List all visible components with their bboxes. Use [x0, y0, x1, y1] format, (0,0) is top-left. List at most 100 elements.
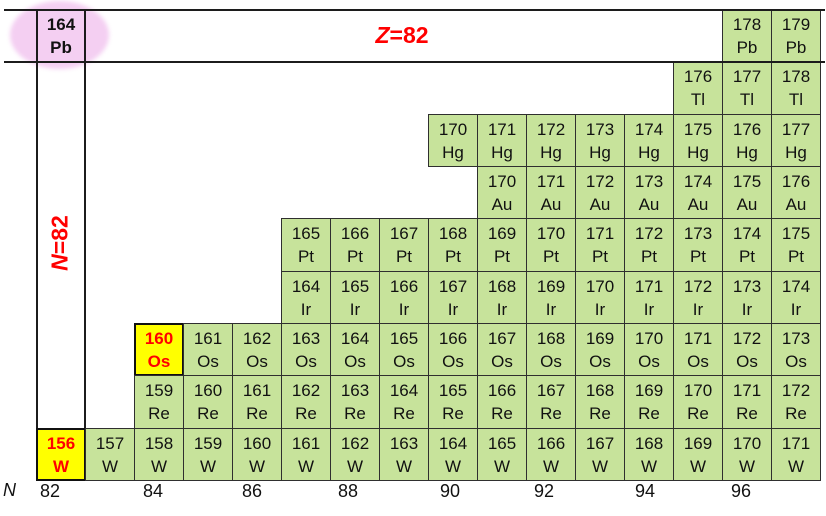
n82-line-right: [84, 9, 86, 428]
mass-number: 168: [438, 224, 468, 243]
isotope-168-re: 168 Re: [575, 375, 625, 429]
element-symbol: Au: [785, 194, 807, 214]
element-symbol: Ir: [790, 299, 802, 319]
element-symbol: Re: [295, 404, 317, 423]
element-symbol: Pt: [297, 247, 315, 266]
isotope-170-au: 170 Au: [477, 166, 527, 219]
element-symbol: Re: [687, 404, 709, 423]
element-symbol: Tl: [690, 90, 706, 109]
element-symbol: W: [640, 456, 658, 476]
isotope-173-au: 173 Au: [624, 166, 674, 219]
isotope-156-w: 156 W: [36, 428, 86, 481]
element-symbol: Os: [589, 351, 611, 371]
isotope-175-pt: 175 Pt: [771, 218, 821, 272]
element-symbol: Hg: [491, 142, 513, 162]
isotope-168-w: 168 W: [624, 428, 674, 481]
mass-number: 173: [683, 224, 713, 243]
element-symbol: Os: [344, 351, 366, 371]
n-value: =82: [46, 215, 73, 255]
isotope-160-os: 160 Os: [134, 323, 184, 376]
mass-number: 164: [438, 433, 468, 453]
isotope-165-re: 165 Re: [428, 375, 478, 429]
element-symbol: Os: [197, 351, 219, 371]
mass-number: 172: [683, 276, 713, 296]
isotope-166-os: 166 Os: [428, 323, 478, 376]
element-symbol: Tl: [788, 90, 804, 109]
mass-number: 165: [340, 276, 370, 296]
element-symbol: Os: [638, 351, 660, 371]
isotope-164-w: 164 W: [428, 428, 478, 481]
z-variable: Z: [375, 21, 390, 48]
isotope-176-tl: 176 Tl: [673, 61, 723, 115]
isotope-171-au: 171 Au: [526, 166, 576, 219]
x-tick-92: 92: [533, 481, 555, 501]
element-symbol: W: [248, 456, 266, 476]
isotope-177-hg: 177 Hg: [771, 114, 821, 167]
mass-number: 168: [634, 433, 664, 453]
element-symbol: Re: [197, 404, 219, 423]
mass-number: 177: [781, 119, 811, 139]
isotope-168-os: 168 Os: [526, 323, 576, 376]
isotope-174-ir: 174 Ir: [771, 271, 821, 324]
element-symbol: Pt: [640, 247, 658, 266]
mass-number: 175: [732, 171, 762, 191]
isotope-169-ir: 169 Ir: [526, 271, 576, 324]
mass-number: 174: [732, 224, 762, 243]
isotope-169-w: 169 W: [673, 428, 723, 481]
element-symbol: W: [689, 456, 707, 476]
proton-magic-number-label: Z =82: [86, 9, 718, 61]
mass-number: 173: [634, 171, 664, 191]
isotope-175-au: 175 Au: [722, 166, 772, 219]
element-symbol: Au: [736, 194, 758, 214]
mass-number: 175: [781, 224, 811, 243]
x-tick-96: 96: [730, 481, 752, 501]
element-symbol: Re: [638, 404, 660, 423]
mass-number: 177: [732, 67, 762, 86]
isotope-171-re: 171 Re: [722, 375, 772, 429]
isotope-165-ir: 165 Ir: [330, 271, 380, 324]
element-symbol: W: [150, 456, 168, 476]
mass-number: 170: [536, 224, 566, 243]
element-symbol: Hg: [687, 142, 709, 162]
element-symbol: Os: [687, 351, 709, 371]
mass-number: 167: [487, 328, 517, 348]
element-symbol: Os: [147, 351, 171, 371]
mass-number: 171: [732, 381, 762, 400]
element-symbol: Re: [491, 404, 513, 423]
isotope-170-re: 170 Re: [673, 375, 723, 429]
mass-number: 159: [144, 381, 174, 400]
element-symbol: Pt: [493, 247, 511, 266]
isotope-159-re: 159 Re: [134, 375, 184, 429]
element-symbol: Os: [491, 351, 513, 371]
mass-number: 163: [291, 328, 321, 348]
isotope-173-pt: 173 Pt: [673, 218, 723, 272]
element-symbol: Re: [393, 404, 415, 423]
mass-number: 166: [536, 433, 566, 453]
element-symbol: Re: [736, 404, 758, 423]
z82-line-bottom: [4, 61, 825, 63]
isotope-174-hg: 174 Hg: [624, 114, 674, 167]
mass-number: 166: [438, 328, 468, 348]
element-symbol: Pt: [542, 247, 560, 266]
isotope-164-os: 164 Os: [330, 323, 380, 376]
element-symbol: Re: [785, 404, 807, 423]
isotope-165-w: 165 W: [477, 428, 527, 481]
isotope-166-ir: 166 Ir: [379, 271, 429, 324]
element-symbol: Hg: [442, 142, 464, 162]
isotope-170-pt: 170 Pt: [526, 218, 576, 272]
isotope-171-hg: 171 Hg: [477, 114, 527, 167]
mass-number: 164: [389, 381, 419, 400]
mass-number: 165: [291, 224, 321, 243]
isotope-162-re: 162 Re: [281, 375, 331, 429]
isotope-161-os: 161 Os: [183, 323, 233, 376]
mass-number: 165: [438, 381, 468, 400]
mass-number: 156: [46, 433, 76, 453]
element-symbol: Ir: [349, 299, 361, 319]
mass-number: 176: [683, 67, 713, 86]
mass-number: 174: [634, 119, 664, 139]
element-symbol: Re: [246, 404, 268, 423]
x-tick-86: 86: [241, 481, 263, 501]
element-symbol: W: [395, 456, 413, 476]
isotope-168-ir: 168 Ir: [477, 271, 527, 324]
